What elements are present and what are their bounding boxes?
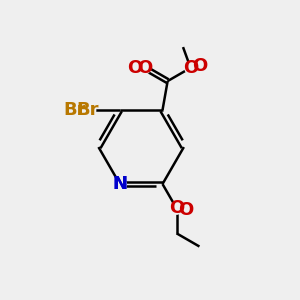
Text: O: O [137,59,152,77]
Text: O: O [183,59,198,77]
Text: N: N [112,175,127,193]
Text: O: O [169,199,184,217]
Circle shape [185,62,197,74]
Text: N: N [112,175,127,193]
Circle shape [139,62,151,74]
Circle shape [113,178,126,190]
Text: Br: Br [64,101,86,119]
Circle shape [79,102,96,118]
Circle shape [171,202,182,214]
Text: Br: Br [76,101,99,119]
Text: O: O [192,57,207,75]
Text: O: O [127,59,142,77]
Text: O: O [178,201,193,219]
